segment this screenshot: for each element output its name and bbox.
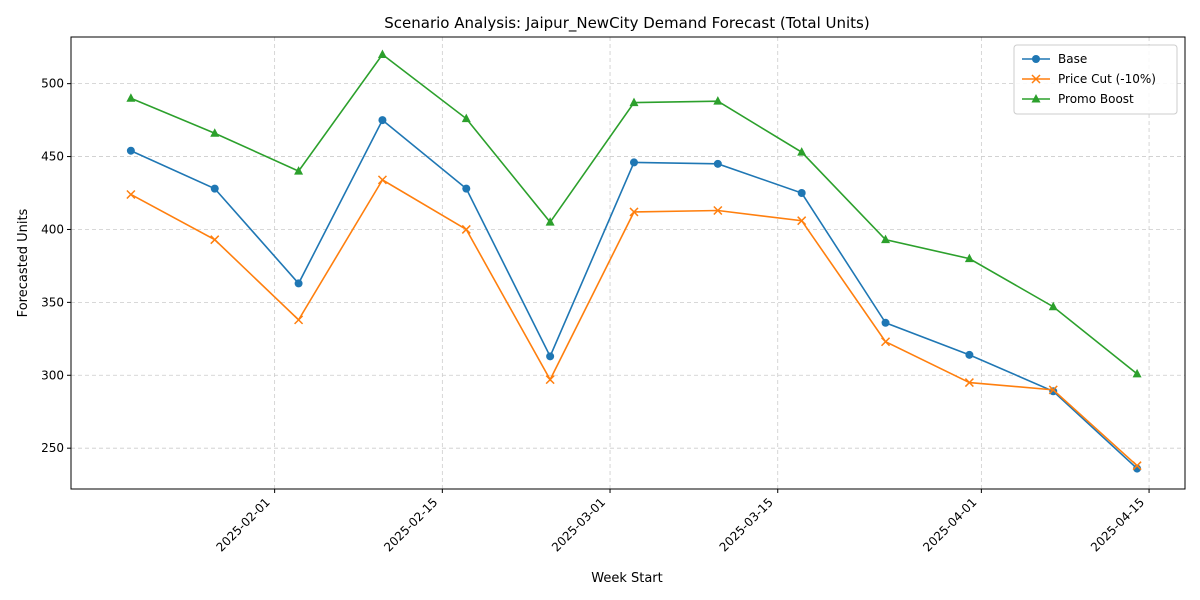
data-point bbox=[713, 205, 723, 216]
y-tick-label: 250 bbox=[41, 441, 64, 455]
data-point bbox=[294, 166, 304, 175]
data-point bbox=[461, 113, 471, 123]
data-point bbox=[210, 184, 219, 193]
legend-label: Price Cut (-10%) bbox=[1058, 72, 1156, 86]
data-point bbox=[881, 234, 891, 244]
series-base bbox=[126, 116, 1142, 473]
data-point bbox=[378, 116, 387, 125]
y-tick-label: 300 bbox=[41, 368, 64, 382]
data-point bbox=[210, 128, 220, 137]
data-point bbox=[713, 159, 722, 168]
legend-item: Price Cut (-10%) bbox=[1022, 72, 1156, 86]
legend: Base Price Cut (-10%) Promo Boost bbox=[1013, 44, 1178, 115]
x-axis-label: Week Start bbox=[591, 571, 663, 586]
x-tick-label: 2025-04-01 bbox=[920, 495, 979, 554]
data-point bbox=[797, 147, 807, 156]
y-tick-label: 500 bbox=[41, 77, 64, 91]
data-point bbox=[126, 93, 136, 102]
legend-marker bbox=[1031, 94, 1041, 103]
data-point bbox=[629, 158, 638, 167]
x-tick-label: 2025-03-01 bbox=[549, 495, 608, 554]
data-point bbox=[1048, 301, 1058, 311]
marker-stroke bbox=[1048, 385, 1058, 395]
data-point bbox=[713, 96, 723, 105]
series-line bbox=[130, 178, 1138, 467]
data-point bbox=[1048, 385, 1058, 395]
series-promo-boost bbox=[126, 49, 1142, 378]
data-point bbox=[545, 375, 555, 385]
data-point bbox=[462, 184, 471, 193]
legend-item: Base bbox=[1022, 52, 1087, 66]
data-point bbox=[629, 207, 639, 217]
data-point bbox=[377, 175, 387, 185]
data-point bbox=[965, 350, 974, 359]
y-tick-label: 450 bbox=[41, 150, 64, 164]
data-point bbox=[881, 318, 890, 327]
data-point bbox=[377, 49, 387, 58]
series-line bbox=[130, 118, 1138, 470]
data-point bbox=[545, 217, 555, 226]
data-point bbox=[1132, 461, 1142, 471]
x-tick-label: 2025-03-15 bbox=[717, 495, 776, 554]
marker-stroke bbox=[377, 175, 387, 185]
data-point bbox=[294, 315, 304, 325]
data-point bbox=[126, 146, 135, 155]
y-tick-label: 400 bbox=[41, 222, 64, 236]
data-point bbox=[1132, 368, 1142, 378]
x-axis: 2025-02-01 2025-02-15 2025-03-01 2025-03-15… bbox=[214, 489, 1150, 554]
legend-item: Promo Boost bbox=[1022, 92, 1134, 106]
chart-title: Scenario Analysis: Jaipur_NewCity Demand… bbox=[384, 14, 869, 33]
data-point bbox=[461, 224, 471, 234]
legend-box bbox=[1013, 44, 1178, 115]
series-price-cut-10 bbox=[126, 175, 1142, 471]
legend-label: Promo Boost bbox=[1058, 92, 1134, 106]
marker-stroke bbox=[881, 337, 891, 347]
legend-label: Base bbox=[1058, 52, 1087, 66]
legend-marker bbox=[1032, 55, 1040, 63]
marker-stroke bbox=[545, 375, 555, 385]
x-tick-label: 2025-04-15 bbox=[1088, 495, 1147, 554]
y-tick-label: 350 bbox=[41, 295, 64, 309]
marker-stroke bbox=[461, 224, 471, 234]
data-point bbox=[1133, 464, 1142, 473]
marker-stroke bbox=[210, 235, 220, 245]
data-point bbox=[797, 189, 806, 198]
marker-stroke bbox=[964, 378, 974, 388]
marker-stroke bbox=[1132, 461, 1142, 471]
marker-stroke bbox=[797, 216, 807, 226]
plot-area bbox=[70, 36, 1186, 490]
y-axis: 250 300 350 400 450 500 bbox=[41, 77, 71, 455]
marker-stroke bbox=[713, 205, 723, 216]
data-point bbox=[210, 235, 220, 245]
marker-stroke bbox=[126, 189, 136, 200]
data-point bbox=[629, 97, 639, 107]
data-point bbox=[881, 337, 891, 347]
marker-stroke bbox=[629, 207, 639, 217]
marker-stroke bbox=[294, 315, 304, 325]
data-point bbox=[294, 279, 303, 288]
series bbox=[126, 49, 1142, 473]
y-axis-label: Forecasted Units bbox=[16, 208, 31, 317]
data-point bbox=[797, 216, 807, 226]
data-point bbox=[964, 253, 974, 263]
data-point bbox=[964, 378, 974, 388]
x-tick-label: 2025-02-01 bbox=[214, 495, 273, 554]
marker-stroke bbox=[1031, 74, 1041, 84]
x-tick-label: 2025-02-15 bbox=[381, 495, 440, 554]
data-point bbox=[546, 352, 555, 361]
data-point bbox=[126, 189, 136, 200]
grid bbox=[71, 37, 1185, 489]
legend-marker bbox=[1031, 74, 1041, 84]
